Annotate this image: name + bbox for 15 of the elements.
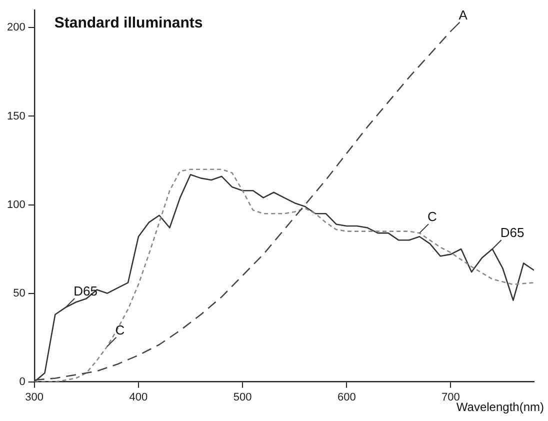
- annotation: C: [428, 209, 437, 224]
- annotation: D65: [74, 284, 98, 299]
- y-tick-label: 200: [6, 22, 26, 34]
- annotation: C: [115, 322, 125, 338]
- annotation: D65: [500, 225, 524, 240]
- x-tick-label: 300: [25, 391, 44, 404]
- y-tick-label: 50: [13, 287, 26, 300]
- chart-title: Standard illuminants: [54, 14, 203, 32]
- annotation: A: [458, 7, 468, 22]
- x-tick-label: 400: [129, 391, 148, 404]
- x-tick-label: 600: [337, 391, 356, 404]
- y-tick-label: 0: [19, 376, 26, 388]
- y-tick-label: 100: [6, 198, 26, 211]
- y-tick-label: 150: [6, 110, 26, 122]
- x-tick-label: 500: [233, 391, 252, 404]
